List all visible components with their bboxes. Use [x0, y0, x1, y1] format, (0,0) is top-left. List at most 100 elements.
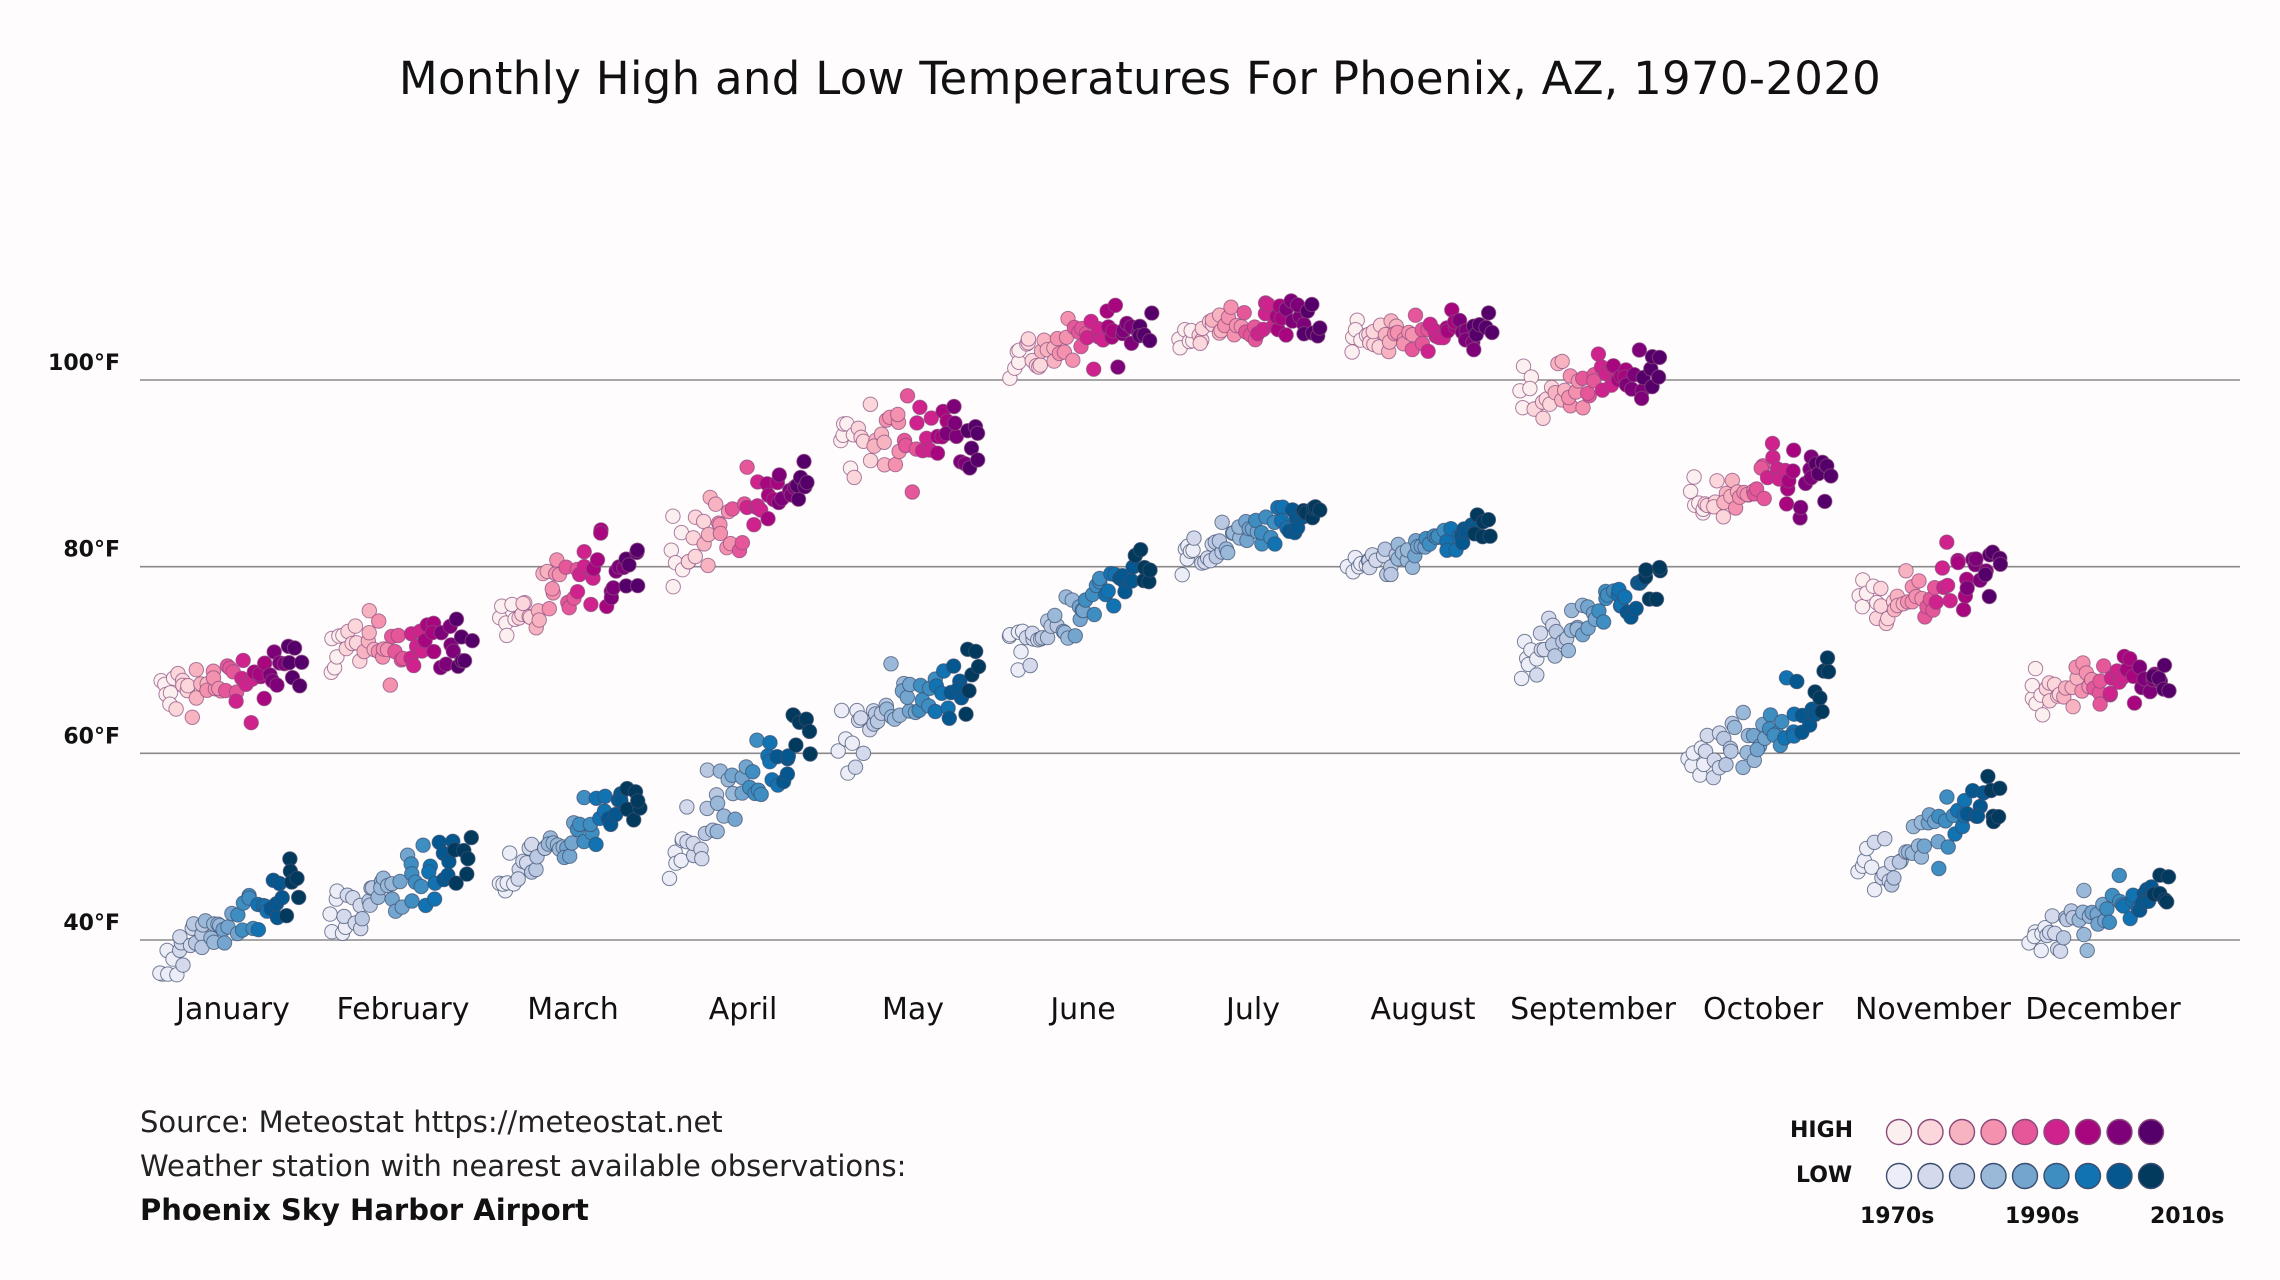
point-low-august-1985 — [1383, 566, 1399, 583]
x-tick-label: October — [1703, 992, 1824, 1027]
point-high-november-2002 — [1939, 534, 1955, 550]
point-low-march-1974 — [502, 845, 518, 861]
point-high-august-2014 — [1466, 342, 1482, 358]
x-tick-label: April — [709, 992, 778, 1027]
point-high-august-1971 — [1344, 344, 1360, 360]
point-high-december-2019 — [2156, 657, 2173, 673]
point-high-december-2008 — [2126, 695, 2143, 711]
point-high-march-2007 — [593, 525, 609, 541]
legend-high-label: HIGH — [1790, 1118, 1854, 1143]
point-low-june-1993 — [1067, 628, 1084, 644]
legend-swatch-low-7 — [2106, 1162, 2133, 1190]
point-high-february-2008 — [426, 643, 442, 660]
point-low-april-2013 — [780, 748, 796, 764]
legend-swatch-low-4 — [2011, 1162, 2039, 1190]
point-low-september-1987 — [1560, 642, 1577, 659]
x-axis-ticks: January February March April May June July Augu… — [174, 992, 2181, 1027]
point-low-october-1995 — [1749, 741, 1766, 758]
point-low-december-1973 — [2033, 942, 2049, 959]
point-high-april-1997 — [739, 459, 755, 475]
point-high-june-1992 — [1065, 352, 1081, 368]
point-low-september-2008 — [1617, 589, 1633, 605]
x-tick-label: September — [1510, 992, 1676, 1027]
point-low-february-1996 — [392, 873, 408, 890]
point-high-january-2008 — [256, 690, 272, 707]
point-high-february-1979 — [347, 618, 364, 634]
point-low-december-1998 — [2099, 901, 2115, 917]
legend-swatch-low-2 — [1948, 1162, 1976, 1190]
source-text: Source: Meteostat https://meteostat.net — [140, 1105, 723, 1139]
point-high-september-2019 — [1650, 369, 1667, 385]
point-high-may-2020 — [970, 452, 986, 468]
point-low-july-1986 — [1214, 514, 1230, 530]
point-low-august-2019 — [1482, 528, 1498, 544]
legend-swatch-high-2 — [1948, 1118, 1976, 1146]
point-high-january-2019 — [292, 678, 308, 694]
point-high-october-1981 — [1715, 509, 1732, 525]
point-high-november-1998 — [1928, 594, 1944, 610]
data-points — [152, 293, 2177, 983]
series-low — [152, 499, 2177, 983]
point-high-june-2000 — [1086, 361, 1102, 377]
point-low-april-1999 — [745, 764, 761, 780]
point-high-march-2017 — [621, 557, 637, 573]
point-low-september-1976 — [1529, 667, 1545, 683]
point-low-april-1994 — [727, 811, 743, 827]
point-low-may-2011 — [945, 658, 962, 674]
point-low-february-2007 — [426, 891, 443, 907]
point-low-november-2013 — [1969, 808, 1986, 824]
point-high-february-2019 — [456, 653, 473, 669]
point-low-june-1973 — [1013, 644, 1029, 660]
point-high-march-2005 — [589, 552, 606, 568]
point-low-february-2018 — [459, 866, 475, 882]
point-high-november-2001 — [1939, 577, 1956, 594]
point-high-july-2017 — [1304, 296, 1320, 313]
point-high-june-2020 — [1144, 305, 1160, 321]
point-low-september-2016 — [1638, 562, 1654, 578]
legend-swatch-high-0 — [1885, 1118, 1913, 1146]
point-high-december-1973 — [2027, 660, 2044, 677]
point-high-may-1981 — [862, 396, 879, 412]
point-low-july-1970 — [1174, 567, 1190, 583]
point-low-november-1993 — [1916, 838, 1933, 854]
point-high-november-1986 — [1898, 563, 1914, 579]
point-low-may-2020 — [970, 658, 987, 675]
point-low-february-2003 — [415, 837, 431, 853]
point-high-october-1980 — [1709, 473, 1725, 489]
point-high-may-1976 — [846, 469, 862, 486]
x-tick-label: March — [527, 992, 618, 1027]
point-low-march-1983 — [528, 861, 544, 878]
point-high-october-1971 — [1686, 469, 1702, 485]
station-note: Weather station with nearest available o… — [140, 1149, 907, 1183]
point-low-march-2008 — [597, 788, 613, 804]
point-high-march-2019 — [630, 578, 646, 594]
point-high-september-1974 — [1522, 380, 1538, 397]
point-low-november-2020 — [1990, 809, 2007, 825]
point-low-november-1974 — [1864, 859, 1880, 875]
point-high-january-1983 — [188, 690, 205, 706]
point-low-june-2020 — [1142, 562, 1158, 578]
point-low-november-2001 — [1939, 789, 1955, 805]
point-high-november-1971 — [1854, 599, 1871, 615]
point-low-february-2020 — [463, 829, 479, 846]
y-tick-label: 40°F — [63, 911, 120, 936]
point-high-may-2004 — [929, 445, 946, 461]
point-low-june-2016 — [1132, 542, 1149, 558]
legend-decade-mid: 1990s — [2005, 1204, 2080, 1229]
point-high-january-2018 — [286, 640, 303, 656]
point-high-april-2020 — [799, 474, 815, 491]
point-high-october-2007 — [1785, 463, 1801, 479]
point-high-may-2003 — [923, 410, 939, 426]
point-high-october-1997 — [1756, 490, 1772, 507]
point-high-may-1980 — [862, 452, 879, 469]
point-low-april-2016 — [788, 737, 804, 753]
point-low-april-2005 — [762, 735, 778, 751]
point-low-january-2015 — [278, 908, 295, 924]
x-tick-label: December — [2025, 992, 2181, 1027]
point-high-may-1996 — [904, 484, 920, 500]
point-high-january-1982 — [184, 709, 201, 725]
point-high-june-1981 — [1032, 357, 1049, 373]
point-high-february-1983 — [361, 603, 377, 619]
point-high-december-2006 — [2122, 651, 2138, 667]
point-high-november-2006 — [1955, 602, 1972, 618]
